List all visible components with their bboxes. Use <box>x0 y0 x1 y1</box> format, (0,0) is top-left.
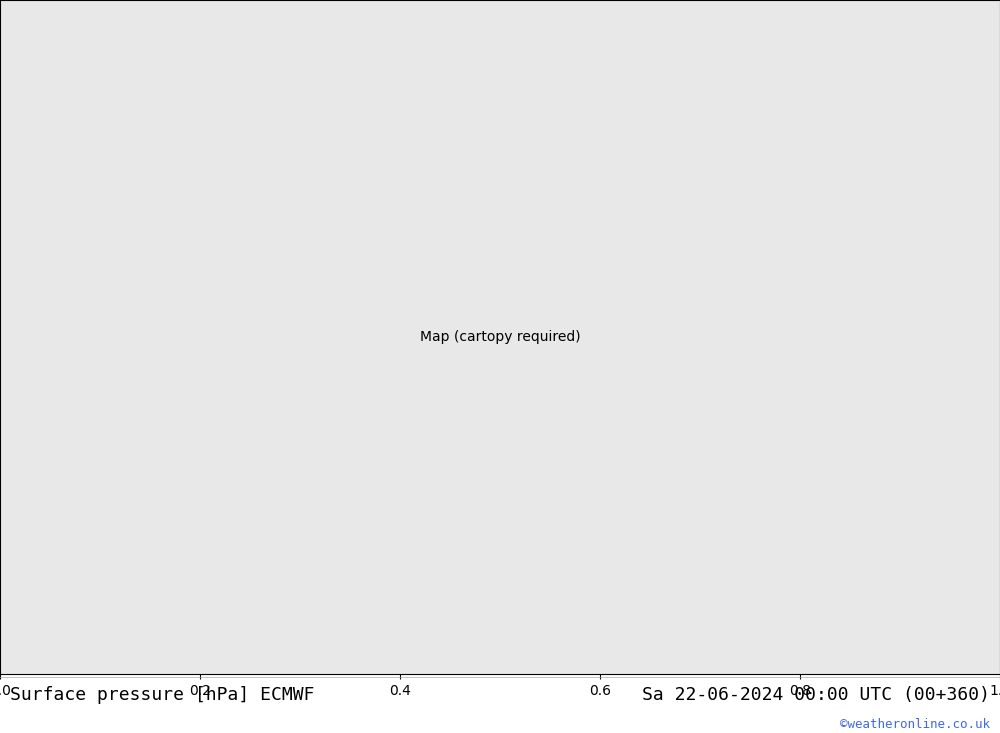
Text: Surface pressure [hPa] ECMWF: Surface pressure [hPa] ECMWF <box>10 686 314 704</box>
Text: Sa 22-06-2024 00:00 UTC (00+360): Sa 22-06-2024 00:00 UTC (00+360) <box>642 686 990 704</box>
Text: ©weatheronline.co.uk: ©weatheronline.co.uk <box>840 718 990 731</box>
Text: Map (cartopy required): Map (cartopy required) <box>420 330 580 345</box>
